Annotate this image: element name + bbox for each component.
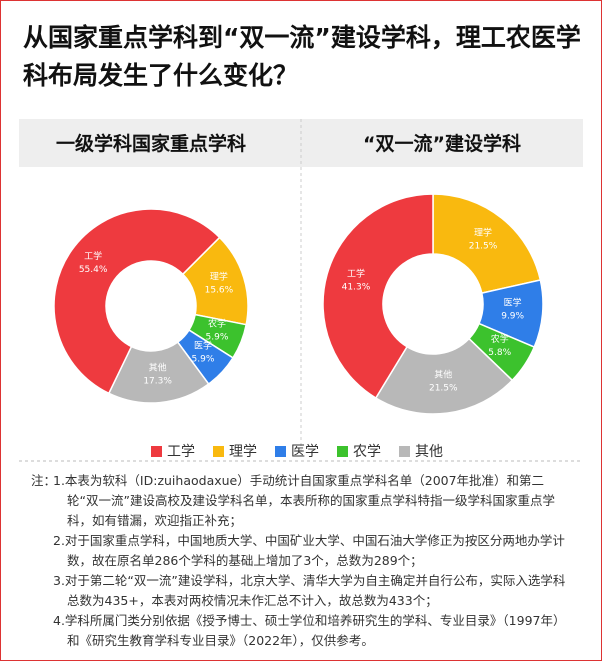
- note-item: 3.对于第二轮“双一流”建设学科，北京大学、清华大学为自主确定并自行公布，实际入…: [53, 573, 566, 608]
- segment-value: 5.9%: [206, 332, 229, 342]
- legend-label: 理学: [229, 444, 257, 460]
- donut-segment: [374, 337, 514, 415]
- segment-value: 15.6%: [205, 285, 234, 295]
- legend-label: 农学: [353, 444, 381, 460]
- segment-label: 医学: [504, 296, 522, 308]
- note-item: 1.本表为软科（ID:zuihaodaxue）手动统计自国家重点学科名单（200…: [53, 473, 555, 528]
- legend-swatch: [399, 446, 410, 457]
- segment-value: 9.9%: [501, 311, 524, 321]
- donut-segment: [322, 193, 434, 400]
- legend-swatch: [275, 446, 286, 457]
- segment-label: 理学: [474, 227, 492, 239]
- segment-label: 农学: [491, 333, 509, 345]
- segment-label: 医学: [194, 339, 212, 351]
- legend-swatch: [337, 446, 348, 457]
- segment-label: 理学: [210, 270, 228, 282]
- legend-label: 工学: [167, 444, 195, 460]
- chart-panel: 一级学科国家重点学科理学15.6%农学5.9%医学5.9%其他17.3%工学55…: [19, 119, 583, 462]
- note-item: 4.学科所属门类分别依据《授予博士、硕士学位和培养研究生的学科、专业目录》（19…: [53, 613, 566, 648]
- notes: 注： 1.本表为软科（ID:zuihaodaxue）手动统计自国家重点学科名单（2…: [31, 471, 571, 651]
- notes-prefix: 注：: [31, 473, 57, 488]
- legend-swatch: [151, 446, 162, 457]
- segment-value: 5.9%: [192, 354, 215, 364]
- segment-value: 21.5%: [469, 242, 498, 252]
- title: 从国家重点学科到“双一流”建设学科，理工农医学科布局发生了什么变化？: [23, 23, 581, 90]
- segment-label: 工学: [84, 250, 102, 262]
- segment-value: 41.3%: [342, 282, 371, 292]
- segment-label: 其他: [149, 362, 167, 374]
- segment-label: 其他: [434, 368, 452, 380]
- legend-label: 医学: [291, 444, 319, 460]
- donut-segment: [53, 208, 221, 395]
- donut-segment: [432, 193, 542, 294]
- segment-value: 21.5%: [429, 383, 458, 393]
- note-item: 2.对于国家重点学科，中国地质大学、中国矿业大学、中国石油大学修正为按区分两地办…: [53, 533, 565, 568]
- segment-value: 17.3%: [143, 377, 172, 387]
- segment-value: 5.8%: [488, 348, 511, 358]
- segment-value: 55.4%: [79, 265, 108, 275]
- segment-label: 工学: [347, 267, 365, 279]
- segment-label: 农学: [208, 317, 226, 329]
- chart-title: “双一流”建设学科: [363, 132, 521, 155]
- legend-swatch: [213, 446, 224, 457]
- legend-label: 其他: [415, 444, 443, 460]
- chart-title: 一级学科国家重点学科: [56, 132, 246, 155]
